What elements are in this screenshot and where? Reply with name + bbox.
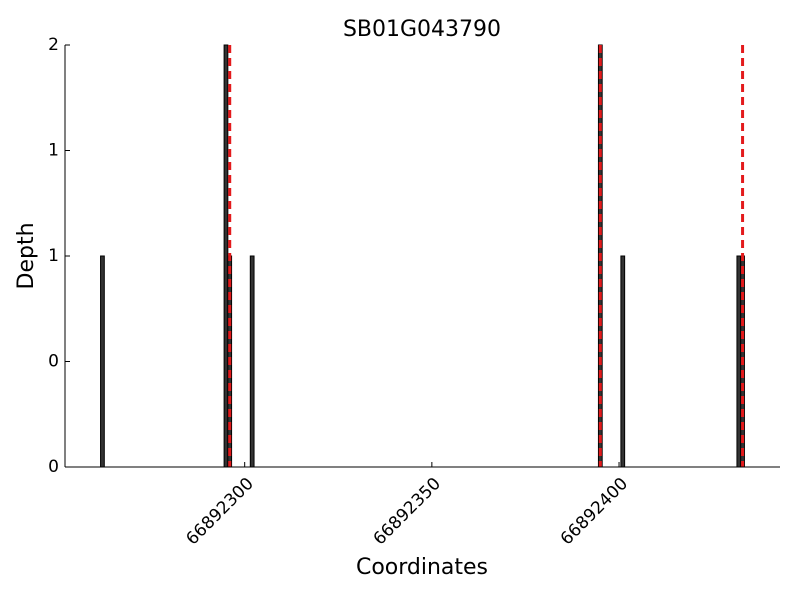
y-tick-label: 1	[48, 141, 59, 161]
x-tick-label: 66892350	[370, 474, 445, 549]
bar	[620, 255, 626, 468]
y-axis-label: Depth	[14, 222, 39, 289]
y-tick-label: 2	[48, 35, 59, 55]
bar	[100, 255, 105, 468]
x-tick-label: 66892300	[182, 474, 257, 549]
bar	[249, 255, 255, 468]
bar	[223, 44, 229, 468]
y-tick-label: 1	[48, 246, 59, 266]
x-tick-label: 66892400	[557, 474, 632, 549]
x-axis-label: Coordinates	[356, 555, 488, 580]
bar	[736, 255, 742, 468]
y-tick-label: 0	[48, 352, 59, 372]
chart-title: SB01G043790	[343, 17, 501, 42]
y-tick-label: 0	[48, 457, 59, 477]
